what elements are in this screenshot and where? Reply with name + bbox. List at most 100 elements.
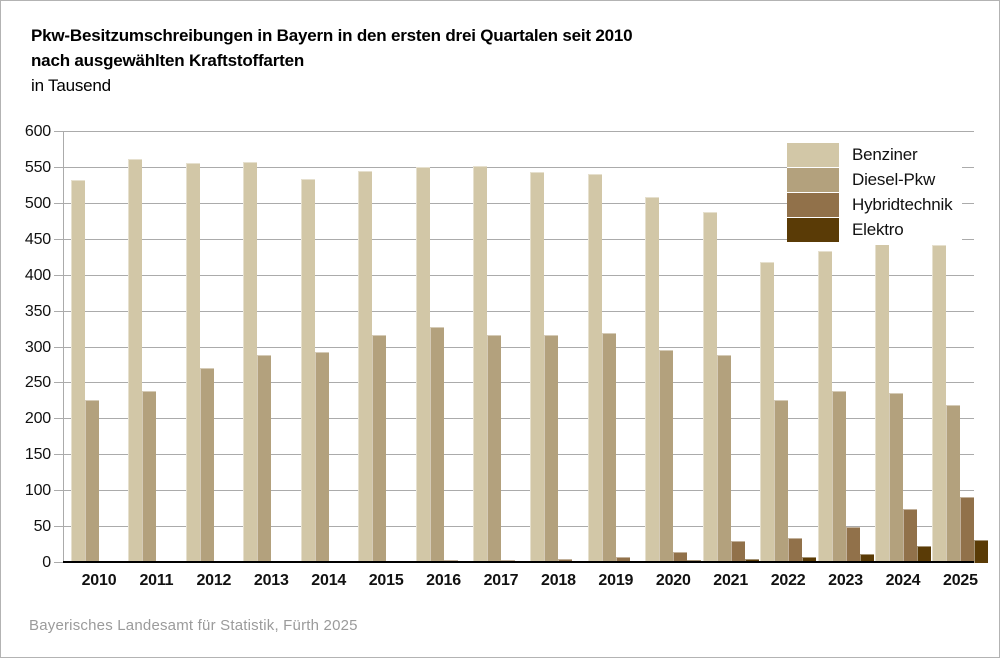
gridline-250 (63, 382, 974, 383)
gridline-200 (63, 418, 974, 419)
bar-hybridtechnik-2025 (960, 497, 974, 563)
bar-group-2022 (760, 132, 816, 563)
x-axis-tick-label-2011: 2011 (139, 572, 174, 589)
x-axis-tick-label-2017: 2017 (483, 572, 519, 589)
x-axis-tick-label-2018: 2018 (541, 572, 576, 589)
bar-benziner-2012 (186, 163, 200, 563)
y-axis-tick-label-550: 550 (24, 159, 51, 176)
gridline-100 (63, 490, 974, 491)
bar-benziner-2023 (818, 251, 832, 563)
y-axis-tick-label-150: 150 (24, 446, 51, 463)
x-axis-tick-label-2025: 2025 (942, 572, 978, 589)
y-axis-tick-label-100: 100 (24, 482, 51, 499)
bar-group-2019 (588, 132, 644, 563)
bar-diesel-pkw-2011 (142, 391, 156, 563)
bar-diesel-pkw-2012 (200, 368, 214, 563)
x-axis-tick-label-2013: 2013 (253, 572, 289, 589)
legend-label: Benziner (852, 145, 918, 164)
bar-hybridtechnik-2021 (731, 541, 745, 563)
legend-swatch-icon (787, 193, 839, 217)
legend-label: Elektro (852, 220, 904, 239)
source-note: Bayerisches Landesamt für Statistik, Für… (29, 617, 358, 634)
y-axis-tick-label-250: 250 (24, 374, 51, 391)
title-block: Pkw-Besitzumschreibungen in Bayern in de… (31, 23, 633, 98)
bar-diesel-pkw-2016 (430, 327, 444, 563)
bar-group-2015 (358, 132, 414, 563)
bar-benziner-2021 (703, 212, 717, 563)
plot-area (54, 131, 988, 563)
bar-benziner-2018 (530, 172, 544, 563)
bar-benziner-2014 (301, 179, 315, 563)
legend: Benziner Diesel-Pkw Hybridtechnik Elektro (787, 141, 963, 245)
y-tick-250 (54, 382, 63, 383)
bar-diesel-pkw-2018 (544, 335, 558, 563)
bar-benziner-2019 (588, 174, 602, 563)
legend-item-benziner: Benziner (787, 143, 952, 167)
bar-diesel-pkw-2014 (315, 352, 329, 563)
bar-hybridtechnik-2024 (903, 509, 917, 563)
legend-label: Hybridtechnik (852, 195, 953, 214)
bar-elektro-2023 (860, 554, 874, 563)
legend-item-diesel-pkw: Diesel-Pkw (787, 168, 952, 192)
legend-swatch-icon (787, 218, 839, 242)
bar-diesel-pkw-2017 (487, 335, 501, 563)
bar-group-2021 (703, 132, 759, 563)
x-axis-tick-label-2010: 2010 (81, 572, 117, 589)
bar-group-2018 (530, 132, 586, 563)
bar-diesel-pkw-2022 (774, 400, 788, 563)
bar-hybridtechnik-2019 (616, 557, 630, 563)
bar-group-2013 (243, 132, 299, 563)
y-tick-50 (54, 526, 63, 527)
gridline-350 (63, 311, 974, 312)
gridline-450 (63, 239, 974, 240)
bar-group-2017 (473, 132, 529, 563)
bar-hybridtechnik-2023 (846, 527, 860, 563)
x-axis-tick-label-2019: 2019 (598, 572, 634, 589)
bar-diesel-pkw-2010 (85, 400, 99, 563)
gridline-500 (63, 203, 974, 204)
bar-benziner-2017 (473, 166, 487, 563)
bar-hybridtechnik-2022 (788, 538, 802, 563)
bar-diesel-pkw-2020 (659, 350, 673, 563)
bar-benziner-2025 (932, 245, 946, 563)
y-tick-300 (54, 347, 63, 348)
bar-group-2024 (875, 132, 931, 563)
y-axis-tick-label-300: 300 (24, 339, 51, 356)
bar-diesel-pkw-2013 (257, 355, 271, 563)
bar-benziner-2016 (416, 167, 430, 563)
bar-elektro-2024 (917, 546, 931, 563)
bar-hybridtechnik-2020 (673, 552, 687, 563)
y-axis-tick-label-50: 50 (33, 518, 52, 535)
y-tick-100 (54, 490, 63, 491)
legend-item-elektro: Elektro (787, 218, 952, 242)
x-axis-tick-label-2022: 2022 (770, 572, 806, 589)
gridline-50 (63, 526, 974, 527)
bar-benziner-2011 (128, 159, 142, 563)
x-axis-tick-label-2012: 2012 (196, 572, 232, 589)
y-axis-tick-label-350: 350 (24, 303, 51, 320)
bar-elektro-2022 (802, 557, 816, 563)
y-axis-tick-label-400: 400 (24, 267, 51, 284)
x-axis-tick-label-2023: 2023 (828, 572, 863, 589)
x-axis-tick-label-2015: 2015 (368, 572, 404, 589)
bar-group-2020 (645, 132, 701, 563)
y-tick-600 (54, 131, 63, 132)
bar-benziner-2022 (760, 262, 774, 563)
y-tick-200 (54, 418, 63, 419)
legend-item-hybridtechnik: Hybridtechnik (787, 193, 953, 217)
y-axis-tick-label-450: 450 (24, 231, 51, 248)
units-subtitle: in Tausend (31, 76, 111, 95)
gridline-150 (63, 454, 974, 455)
bar-group-2010 (71, 132, 127, 563)
y-axis-tick-label-500: 500 (24, 195, 51, 212)
x-axis-tick-label-2021: 2021 (713, 572, 749, 589)
bar-diesel-pkw-2024 (889, 393, 903, 563)
bar-group-2011 (128, 132, 184, 563)
y-tick-500 (54, 203, 63, 204)
y-axis-tick-label-600: 600 (24, 123, 51, 140)
page-title-line-1: Pkw-Besitzumschreibungen in Bayern in de… (31, 26, 633, 45)
bar-diesel-pkw-2015 (372, 335, 386, 563)
y-axis-tick-label-200: 200 (24, 410, 51, 427)
